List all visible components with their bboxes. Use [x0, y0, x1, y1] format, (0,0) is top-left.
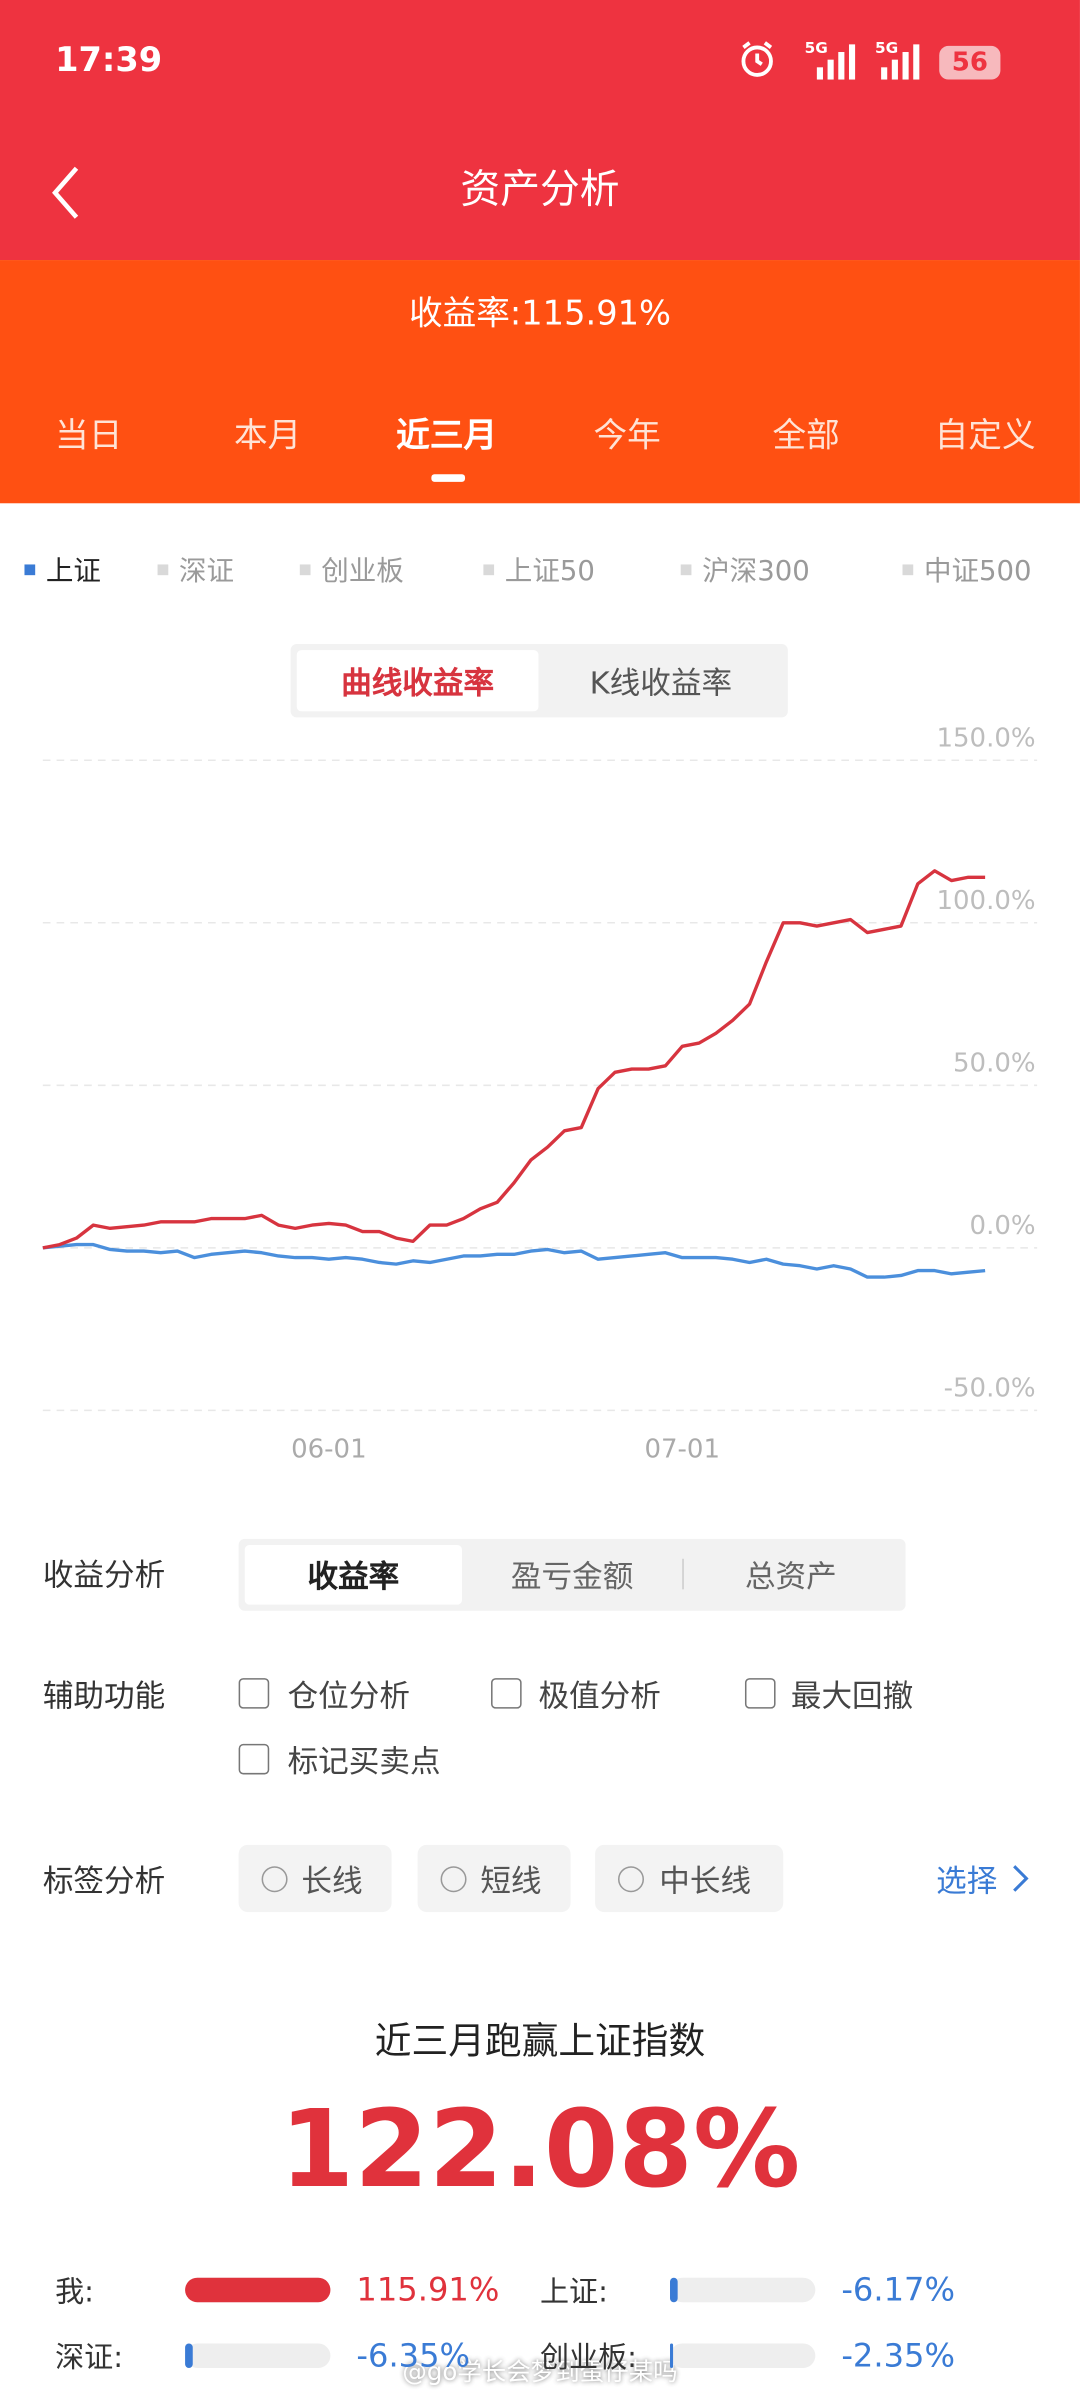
network-label: 5G	[874, 40, 899, 58]
compare-bar	[670, 2343, 673, 2368]
beat-title: 近三月跑赢上证指数	[374, 2019, 706, 2063]
x-tick-label: 06-01	[291, 1435, 367, 1465]
legend-swatch	[299, 564, 311, 576]
status-time: 17:39	[55, 42, 163, 81]
signal-icon	[881, 44, 920, 80]
compare-label: 上证:	[539, 2275, 608, 2310]
legend-swatch	[24, 564, 36, 576]
radio[interactable]	[617, 1866, 645, 1893]
y-tick-label: 50.0%	[953, 1048, 1036, 1078]
compare-value: 115.91%	[356, 2271, 500, 2309]
checkbox-label[interactable]: 极值分析	[538, 1677, 661, 1715]
compare-label: 深证:	[55, 2341, 123, 2375]
line-series	[42, 1242, 986, 1279]
segment-active-bg	[244, 1544, 462, 1605]
tab-indicator	[431, 474, 466, 482]
section-label: 收益分析	[42, 1556, 166, 1594]
segment-option[interactable]: 总资产	[744, 1557, 837, 1595]
checkbox[interactable]	[744, 1678, 776, 1709]
tag-label[interactable]: 中长线	[659, 1862, 752, 1900]
checkbox[interactable]	[238, 1743, 270, 1775]
tab[interactable]: 当日	[55, 417, 123, 456]
bar-track	[185, 2343, 331, 2368]
compare-bar	[670, 2277, 678, 2303]
legend-item[interactable]: 上证50	[504, 555, 595, 588]
select-link[interactable]: 选择	[936, 1862, 998, 1900]
toggle-option[interactable]: 曲线收益率	[341, 664, 495, 702]
legend-item[interactable]: 中证500	[923, 555, 1032, 588]
legend-item[interactable]: 创业板	[321, 555, 404, 588]
battery-level: 56	[951, 47, 988, 79]
compare-bar	[185, 2277, 331, 2303]
compare-value: -6.35%	[356, 2337, 471, 2375]
bar-track	[670, 2277, 816, 2303]
tab[interactable]: 自定义	[934, 417, 1036, 456]
checkbox-label[interactable]: 仓位分析	[287, 1677, 410, 1715]
toggle-active-bg	[296, 650, 539, 712]
tab[interactable]: 近三月	[396, 417, 498, 456]
legend-swatch	[680, 564, 692, 576]
radio[interactable]	[261, 1866, 288, 1893]
page-title: 资产分析	[460, 167, 620, 214]
legend-item[interactable]: 深证	[178, 555, 235, 588]
legend-swatch	[483, 564, 495, 576]
radio[interactable]	[440, 1866, 467, 1893]
y-tick-label: 100.0%	[936, 886, 1035, 916]
legend-item[interactable]: 沪深300	[702, 555, 810, 588]
summary-panel	[0, 260, 1080, 504]
x-tick-label: 07-01	[644, 1435, 720, 1465]
segment-option[interactable]: 收益率	[307, 1557, 400, 1595]
chevron-icon	[1013, 1865, 1029, 1892]
compare-value: -2.35%	[841, 2337, 955, 2375]
compare-label: 我:	[55, 2275, 94, 2310]
chart: -50.0% 0.0% 50.0% 100.0% 150.0% 06-01 07-01	[42, 723, 1038, 1465]
beat-value: 122.08%	[279, 2086, 801, 2212]
legend-swatch	[157, 564, 169, 576]
section-label: 标签分析	[42, 1862, 166, 1900]
y-tick-label: -50.0%	[944, 1373, 1036, 1403]
checkbox-label[interactable]: 最大回撤	[790, 1677, 914, 1715]
checkbox-label[interactable]: 标记买卖点	[287, 1743, 441, 1780]
bar-track	[670, 2343, 816, 2368]
toggle-option[interactable]: K线收益率	[589, 664, 733, 702]
back-button[interactable]	[43, 162, 86, 223]
battery-icon	[939, 45, 1001, 80]
signal-icon	[816, 44, 856, 80]
tag-label[interactable]: 短线	[480, 1862, 542, 1900]
summary-text: 收益率:115.91%	[408, 295, 672, 334]
checkbox[interactable]	[491, 1678, 522, 1709]
tag-label[interactable]: 长线	[301, 1862, 363, 1900]
tab[interactable]: 今年	[593, 417, 661, 456]
app-bar	[0, 0, 1080, 261]
compare-label: 创业板:	[539, 2341, 637, 2375]
tab[interactable]: 全部	[772, 417, 840, 456]
segment-option[interactable]: 盈亏金额	[510, 1557, 634, 1595]
legend-item[interactable]: 上证	[45, 555, 101, 588]
network-label: 5G	[804, 40, 828, 58]
compare-value: -6.17%	[841, 2271, 955, 2309]
y-tick-label: 0.0%	[970, 1211, 1036, 1241]
section-label: 辅助功能	[42, 1677, 166, 1715]
tab[interactable]: 本月	[234, 417, 302, 456]
y-tick-label: 150.0%	[936, 723, 1035, 753]
segment-divider	[682, 1558, 684, 1590]
compare-bar	[185, 2343, 194, 2368]
legend-swatch	[902, 564, 914, 576]
checkbox[interactable]	[238, 1678, 270, 1709]
alarm-icon	[741, 41, 773, 77]
watermark: @go学长会梦到蛋仔某吗	[402, 2357, 678, 2387]
line-series	[42, 869, 986, 1250]
